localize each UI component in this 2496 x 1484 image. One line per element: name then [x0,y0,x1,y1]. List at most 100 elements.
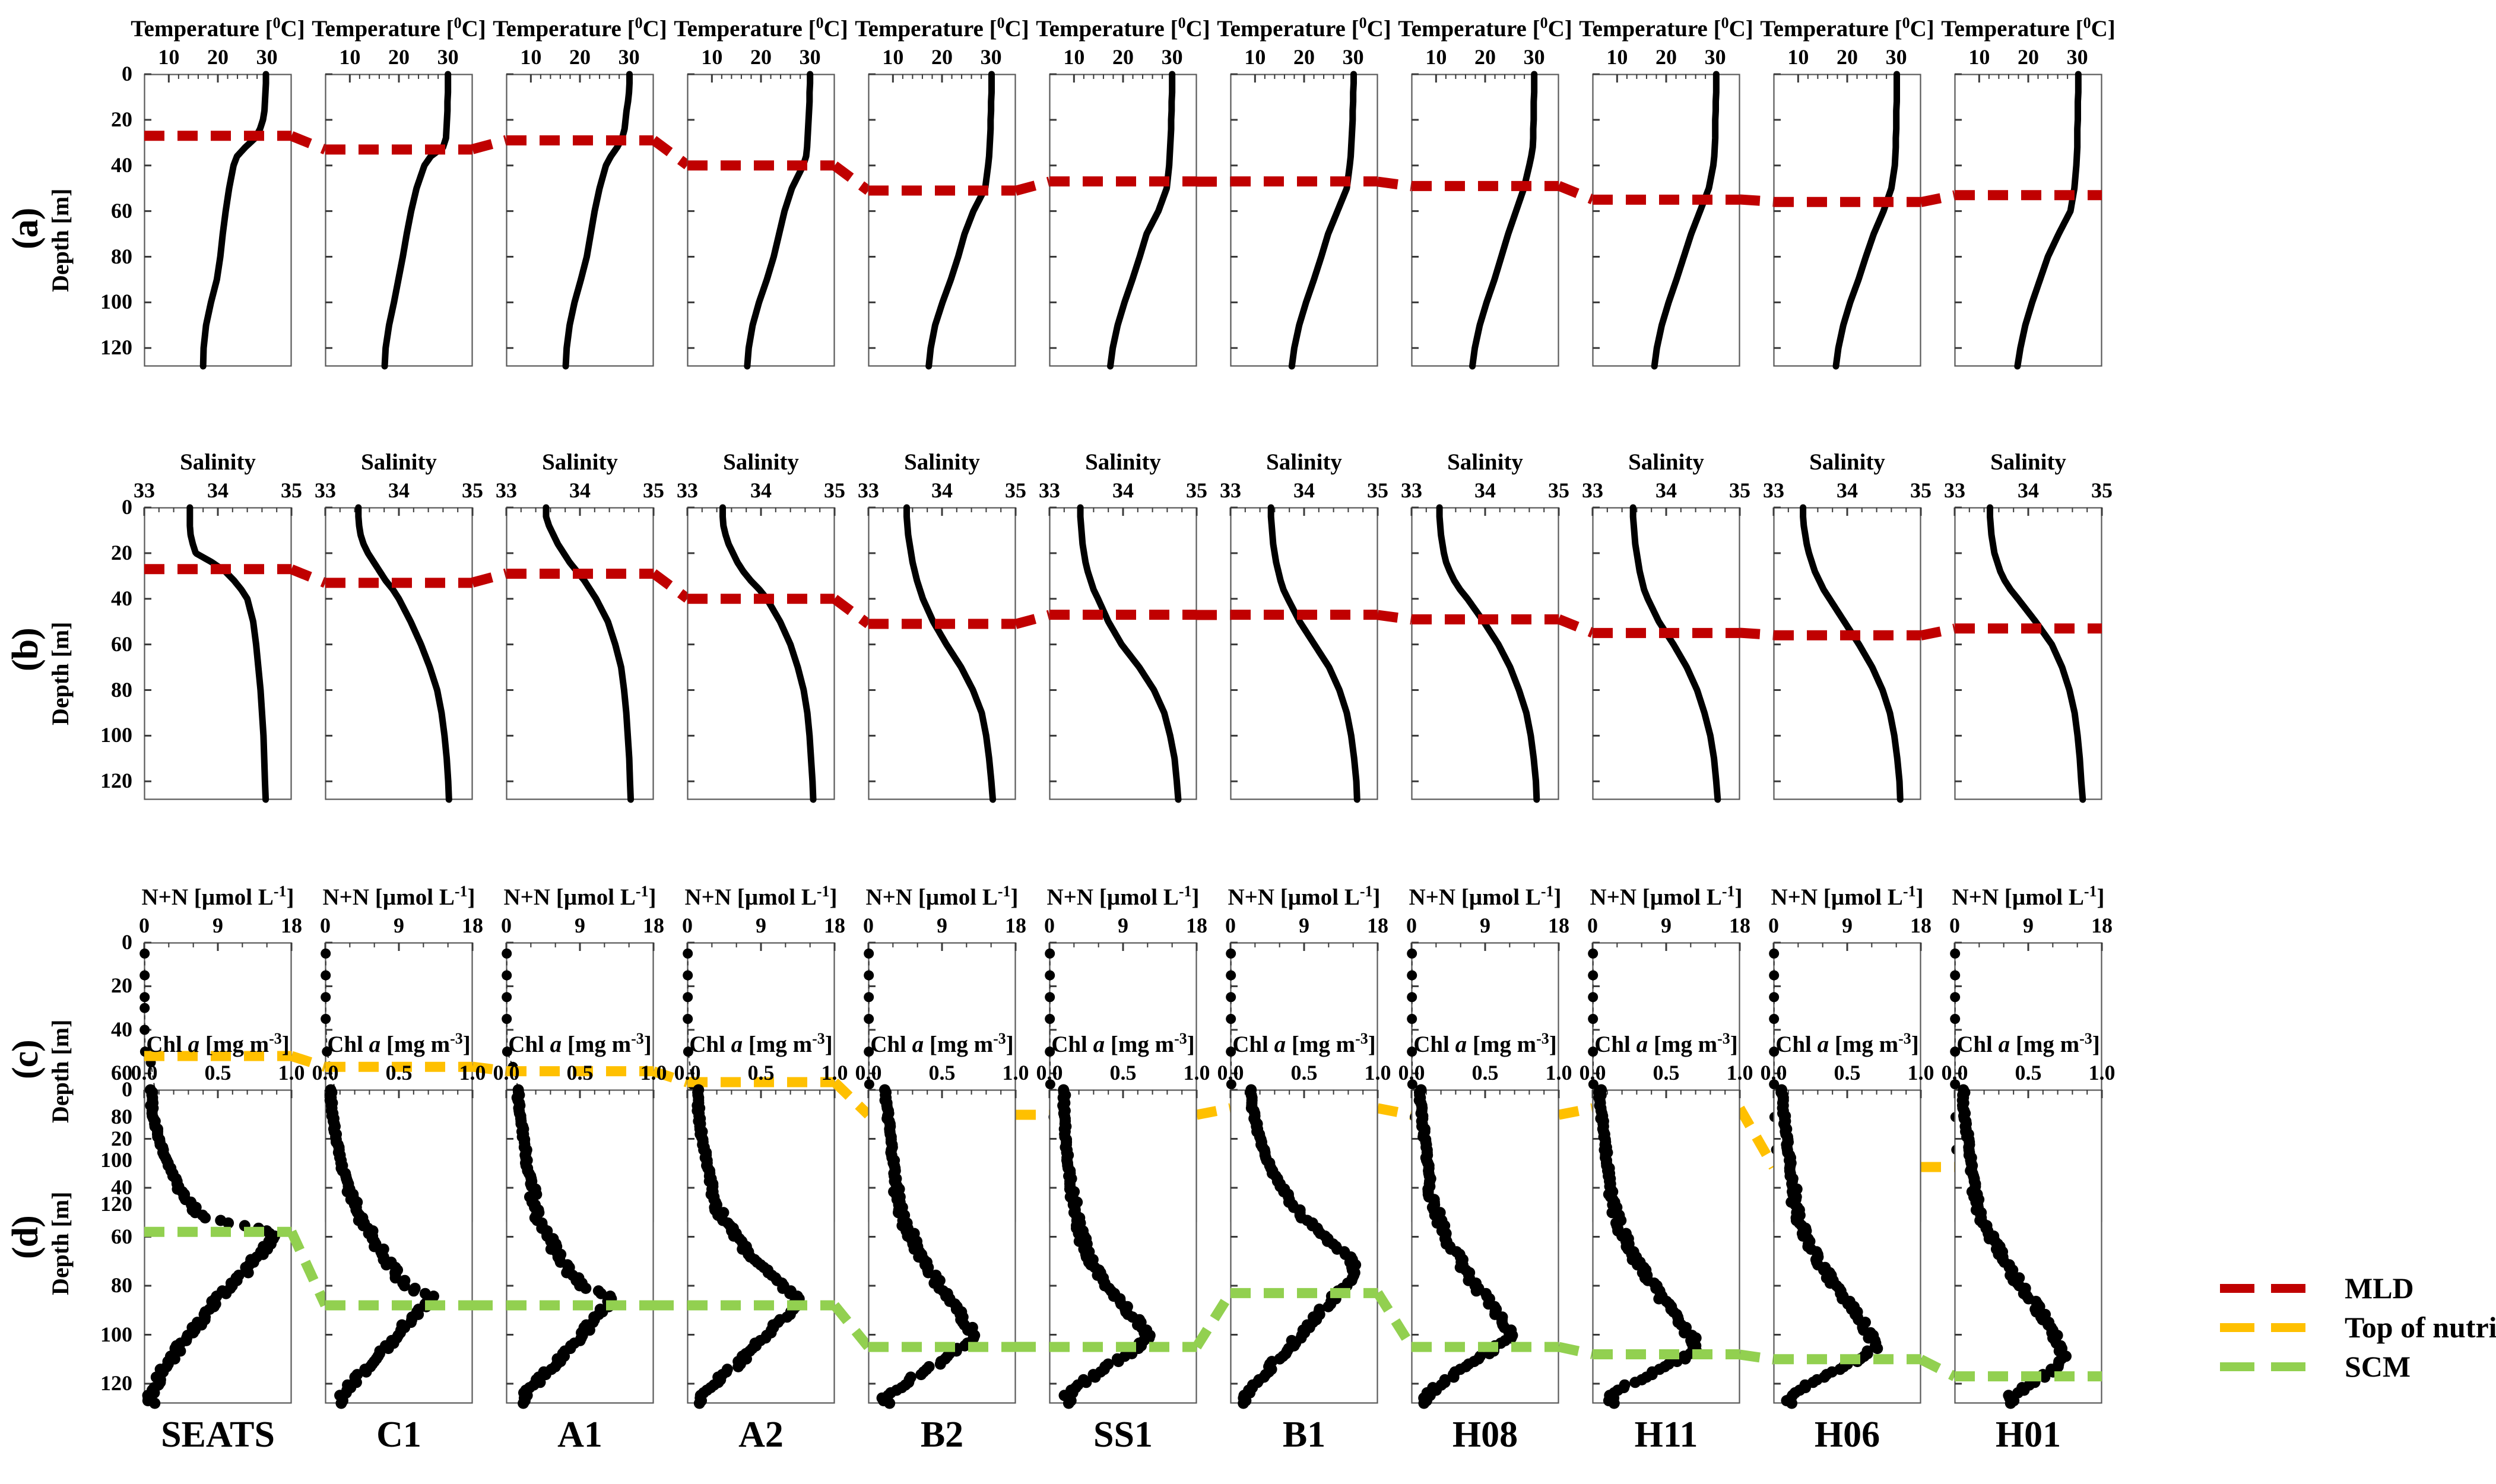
panel-a-SS1 [1049,71,1197,370]
overlay-connector-b-8 [1739,621,1774,647]
axis-title-a-7: Temperature [0C] [1398,14,1572,42]
xtick-a-0-1: 20 [207,45,229,69]
xtick-a-6-0: 10 [1244,45,1266,69]
xtick-d-10-0: 0.0 [1941,1061,1968,1085]
xtick-d-3-1: 0.5 [747,1061,775,1085]
ytick-c-2: 40 [111,1017,132,1041]
connector-svg [1739,194,1774,207]
plot-area-b-SEATS [143,504,293,803]
overlay-connector-a-6 [1377,170,1413,198]
xtick-c-5-0: 0 [1044,914,1055,937]
plot-area-a-SEATS [144,71,292,370]
xtick-b-6-2: 35 [1367,478,1388,502]
panel-d-SS1 [1048,1084,1198,1409]
connector-svg [830,1302,873,1350]
axis-title-b-9: Salinity [1809,449,1885,475]
connector-svg [471,569,508,588]
xtick-a-1-2: 30 [437,45,459,69]
xtick-c-10-1: 9 [2023,914,2034,937]
xtick-b-9-2: 35 [1910,478,1932,502]
xtick-a-1-1: 20 [388,45,410,69]
plot-area-b-H08 [1410,504,1560,803]
connector-svg [1195,1103,1232,1120]
xtick-d-7-2: 1.0 [1545,1061,1572,1085]
connector-svg [289,131,328,154]
xtick-d-2-1: 0.5 [566,1061,594,1085]
connector-svg [831,594,872,628]
xtick-d-6-2: 1.0 [1364,1061,1391,1085]
xtick-c-2-2: 18 [643,914,664,937]
overlay-connector-c-2 [652,1060,689,1094]
axis-title-d-5: Chl a [mg m-3] [1051,1030,1195,1057]
ytick-a-0: 0 [122,62,132,85]
xtick-c-1-2: 18 [462,914,483,937]
xtick-c-6-1: 9 [1299,914,1309,937]
xtick-c-7-2: 18 [1548,914,1569,937]
legend-swatch-0 [2220,1284,2320,1293]
plot-area-a-A2 [687,71,835,370]
station-label-A1: A1 [557,1415,602,1455]
legend-item-mld: MLD [2220,1271,2493,1305]
xtick-c-7-1: 9 [1480,914,1490,937]
axis-title-a-4: Temperature [0C] [855,14,1029,42]
ytick-c-0: 0 [122,930,132,954]
connector-svg [1373,1290,1416,1350]
station-label-H01: H01 [1995,1415,2062,1455]
plot-area-b-A1 [505,504,655,803]
xtick-c-3-2: 18 [824,914,845,937]
overlay-connector-b-2 [650,562,691,610]
plot-area-b-H06 [1772,504,1922,803]
panel-b-A2 [686,504,836,803]
axis-title-c-8: N+N [µmol L-1] [1590,883,1743,910]
overlay-connector-a-7 [1556,174,1595,211]
xtick-d-10-2: 1.0 [2088,1061,2116,1085]
plot-area-b-B2 [867,504,1017,803]
panel-d-H11 [1591,1084,1741,1409]
plot-area-a-B1 [1230,71,1378,370]
ytick-b-2: 40 [111,586,132,610]
plot-area-b-H11 [1591,504,1741,803]
panel-b-A1 [505,504,655,803]
row-label-b: (b) [5,628,46,672]
legend: MLD Top of nutricline SCM [2220,1271,2496,1398]
panel-a-H08 [1411,71,1559,370]
xtick-d-1-2: 1.0 [459,1061,486,1085]
axis-title-d-0: Chl a [mg m-3] [146,1030,290,1057]
ytick-a-3: 60 [111,198,132,223]
xtick-b-0-2: 35 [281,478,302,502]
overlay-connector-d-3 [830,1293,873,1359]
ytick-d-2: 40 [111,1175,132,1199]
panel-b-H08 [1410,504,1560,803]
xtick-a-8-0: 10 [1606,45,1628,69]
xtick-a-8-2: 30 [1704,45,1726,69]
xtick-a-2-1: 20 [569,45,591,69]
xtick-c-10-0: 0 [1949,914,1960,937]
connector-svg [1377,176,1413,191]
xtick-c-8-1: 9 [1661,914,1672,937]
plot-area-d-C1 [324,1084,474,1409]
ytick-a-1: 20 [111,107,132,131]
axis-title-d-8: Chl a [mg m-3] [1594,1030,1738,1057]
panel-b-H11 [1591,504,1741,803]
xtick-d-5-1: 0.5 [1109,1061,1137,1085]
overlay-connector-c-3 [831,1070,872,1127]
axis-title-d-2: Chl a [mg m-3] [508,1030,652,1057]
axis-title-c-10: N+N [µmol L-1] [1952,883,2105,910]
axis-title-c-6: N+N [µmol L-1] [1228,883,1381,910]
panel-d-H06 [1772,1084,1922,1409]
overlay-connector-d-5 [1192,1281,1235,1359]
connector-svg [652,1066,689,1087]
overlay-connector-c-1 [471,1055,508,1083]
xtick-a-4-0: 10 [882,45,904,69]
ytick-a-6: 120 [100,335,132,360]
xtick-a-9-2: 30 [1885,45,1907,69]
xtick-d-8-0: 0.0 [1579,1061,1606,1085]
xtick-d-10-1: 0.5 [2015,1061,2042,1085]
panel-b-C1 [324,504,474,803]
axis-title-a-2: Temperature [0C] [493,14,667,42]
xtick-a-3-1: 20 [750,45,772,69]
plot-area-d-SEATS [142,1084,293,1409]
xtick-a-10-0: 10 [1968,45,1990,69]
axis-title-b-10: Salinity [1990,449,2066,475]
